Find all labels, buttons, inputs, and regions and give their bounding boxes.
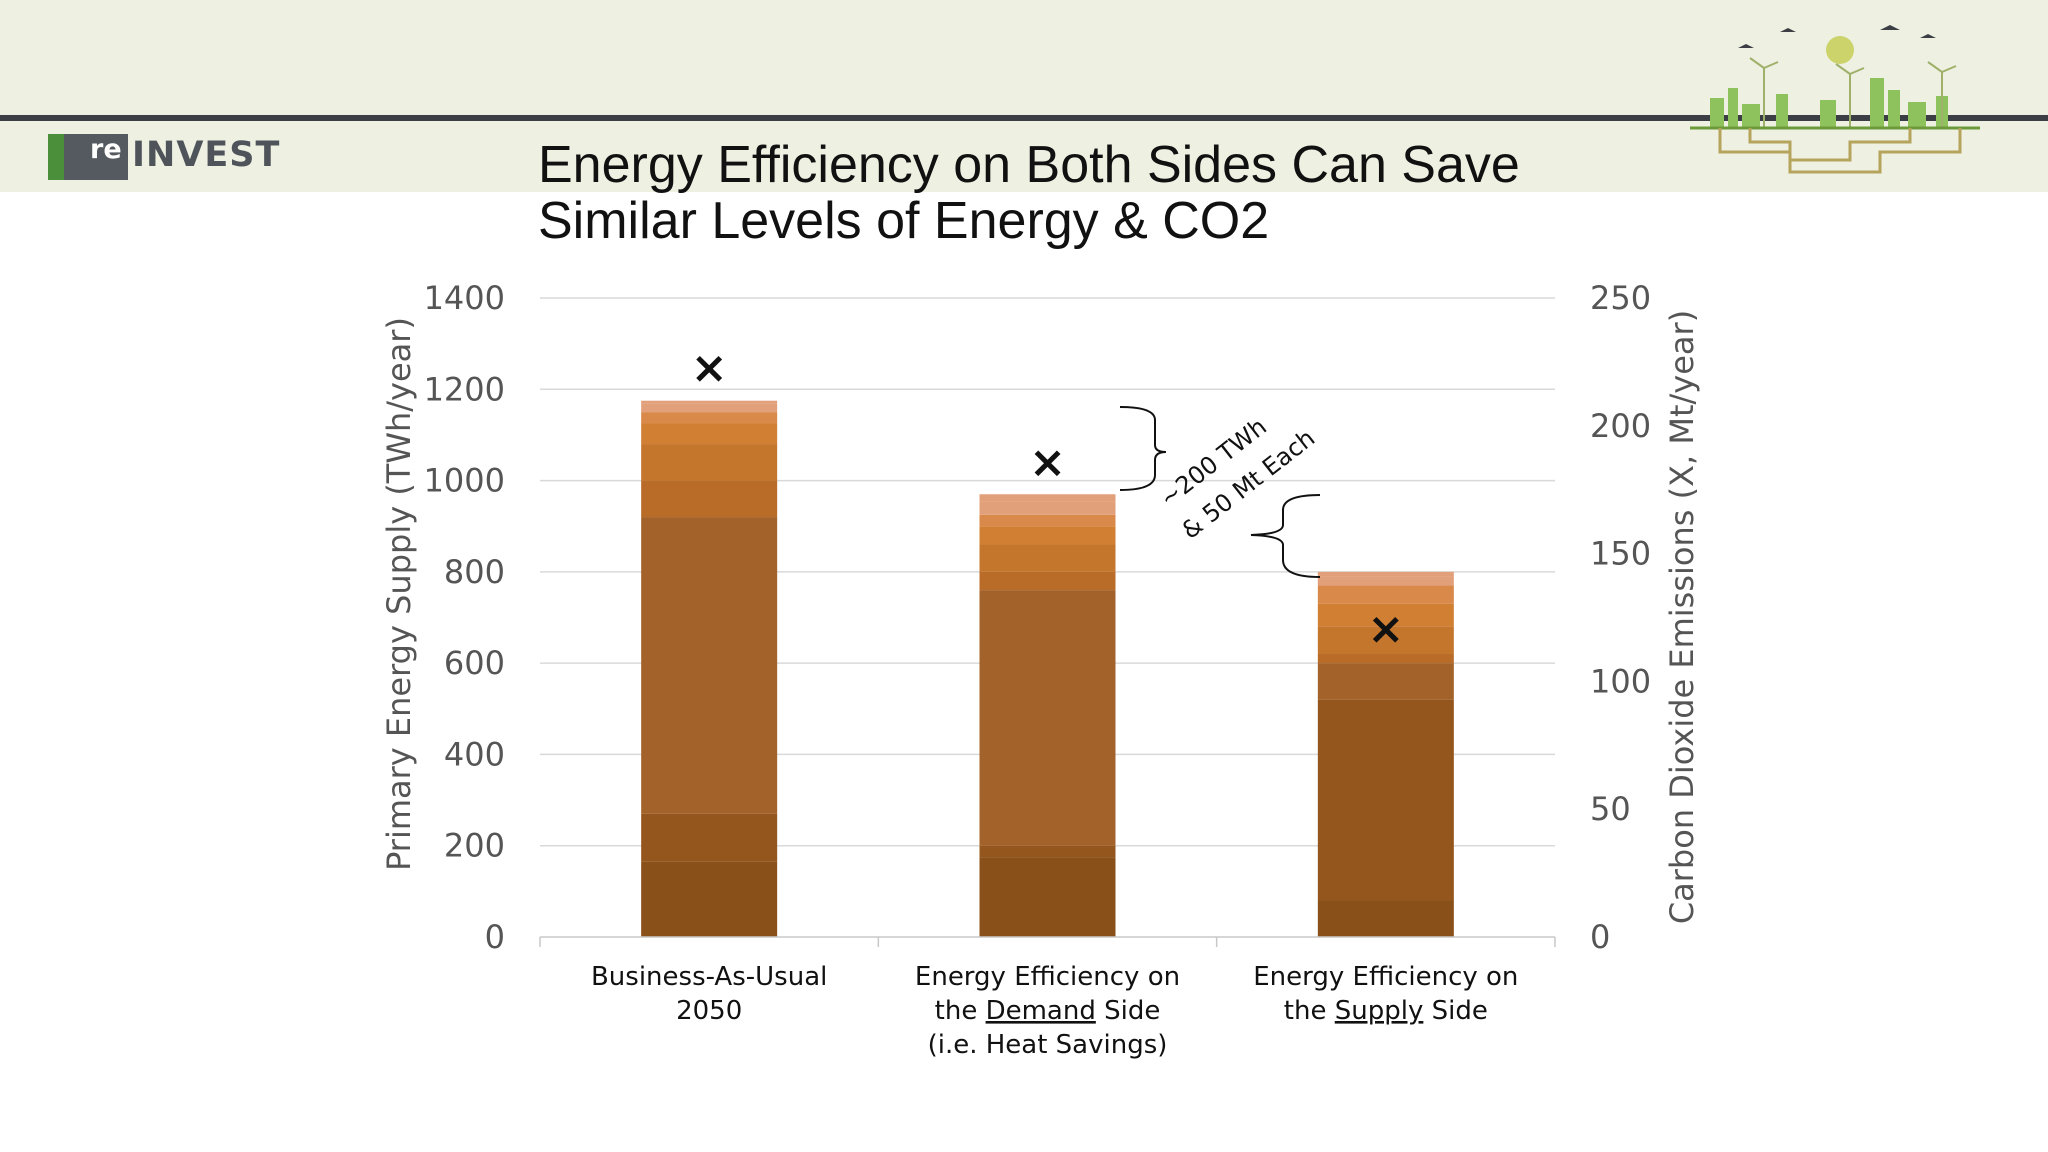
slide-title-line-1: Energy Efficiency on Both Sides Can Save <box>538 136 1520 194</box>
bar-segment <box>1317 626 1454 655</box>
bar-segment <box>641 517 778 814</box>
category-label-line: Energy Efficiency on <box>1253 962 1518 992</box>
bar-segment <box>979 571 1116 591</box>
category-labels: Business-As-Usual 2050 Energy Efficiency o… <box>591 962 1518 1060</box>
reinvest-logo: re INVEST <box>48 132 279 182</box>
y-right-tick-label: 0 <box>1590 918 1610 956</box>
category-label-line: Energy Efficiency on <box>915 962 1180 992</box>
co2-markers: × × × <box>691 343 1405 655</box>
bar-segment <box>1317 571 1454 577</box>
category-label-line: (i.e. Heat Savings) <box>928 1030 1168 1060</box>
bar-segment <box>979 590 1116 846</box>
y-right-tick-label: 150 <box>1590 535 1651 573</box>
y-left-tick-label: 0 <box>485 918 505 956</box>
bar-segment <box>979 526 1116 545</box>
stacked-bars <box>641 400 1454 937</box>
y-left-tick-label: 1200 <box>424 370 505 408</box>
category-label-line: the Demand Side <box>935 996 1161 1026</box>
bar-segment <box>1317 585 1454 604</box>
axes: 0 200 400 600 800 1000 1200 1400 0 50 100 150 200 250 <box>424 279 1652 956</box>
bar-segment <box>641 813 778 862</box>
bar-segment <box>641 412 778 424</box>
bar-segment <box>1317 576 1454 586</box>
green-city-illustration <box>1690 25 1980 174</box>
bar-segment <box>641 403 778 413</box>
annotation-brace-lower <box>1250 494 1321 578</box>
y-left-tick-label: 1400 <box>424 279 505 317</box>
bar-segment <box>641 861 778 937</box>
category-label-line: 2050 <box>676 996 742 1026</box>
bar-segment <box>979 494 1116 502</box>
y-left-tick-label: 200 <box>444 827 505 865</box>
y-left-tick-label: 600 <box>444 644 505 682</box>
co2-marker: × <box>1367 603 1404 654</box>
logo-mark <box>48 134 128 180</box>
bar-segment <box>979 514 1116 527</box>
y-right-tick-label: 100 <box>1590 662 1651 700</box>
bar-segment <box>641 400 778 404</box>
bar-segment <box>641 444 778 481</box>
bar-segment <box>979 501 1116 515</box>
bar-segment <box>1317 900 1454 937</box>
y-right-tick-label: 250 <box>1590 279 1651 317</box>
bar-segment <box>641 423 778 445</box>
header-rule <box>0 115 2048 121</box>
bar-segment <box>1317 699 1454 901</box>
bar-segment <box>1317 603 1454 627</box>
category-label-line: Business-As-Usual <box>591 962 827 992</box>
y-right-tick-label: 50 <box>1590 790 1631 828</box>
bar-segment <box>641 480 778 518</box>
y-left-tick-label: 1000 <box>424 462 505 500</box>
y-right-tick-label: 200 <box>1590 407 1651 445</box>
bar-segment <box>1317 663 1454 700</box>
annotation-brace-upper <box>1119 406 1167 491</box>
bar-segment <box>979 845 1116 858</box>
co2-marker: × <box>1029 437 1066 488</box>
slide-title-line-2: Similar Levels of Energy & CO2 <box>538 192 1270 250</box>
bar-segment <box>979 544 1116 572</box>
logo-mark-text: re <box>90 134 122 165</box>
bar-segment <box>979 857 1116 937</box>
savings-annotation: ~200 TWh & 50 Mt Each <box>1119 406 1321 578</box>
y-left-tick-label: 800 <box>444 553 505 591</box>
co2-marker: × <box>691 343 728 394</box>
slide-title: Energy Efficiency on Both Sides Can Save… <box>538 137 1638 249</box>
y-axis-right-title: Carbon Dioxide Emissions (X, Mt/year) <box>1663 310 1701 924</box>
y-left-tick-label: 400 <box>444 735 505 773</box>
header-band <box>0 0 2048 192</box>
logo-wordmark: INVEST <box>132 135 281 175</box>
category-label-line: the Supply Side <box>1284 996 1488 1026</box>
y-axis-left-title: Primary Energy Supply (TWh/year) <box>380 317 418 871</box>
bar-segment <box>1317 654 1454 664</box>
